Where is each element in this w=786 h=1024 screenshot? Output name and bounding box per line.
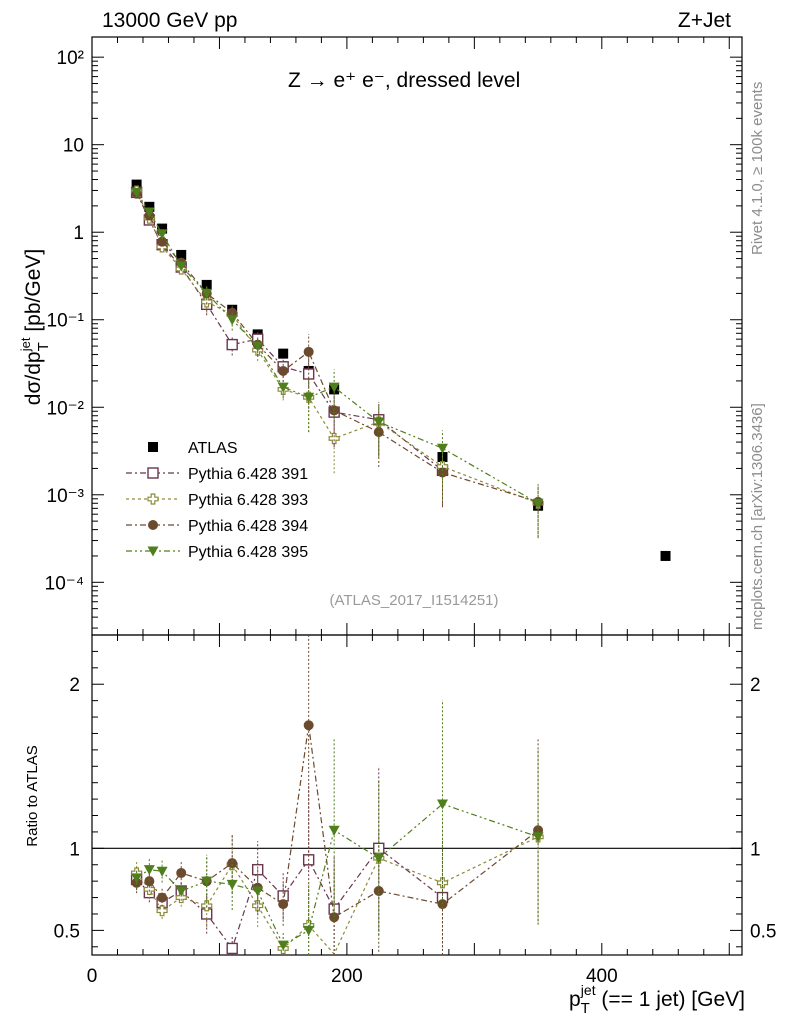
ratio-point-pythia-6-428-395 [175, 886, 187, 897]
data-point-pythia-6-428-393 [328, 432, 340, 445]
ratio-point-pythia-6-428-394 [157, 892, 168, 903]
ratio-y-tick-label: 2 [69, 675, 80, 696]
ratio-y-axis-label: Ratio to ATLAS [24, 745, 41, 846]
data-point-atlas [144, 201, 155, 212]
main-series [130, 179, 671, 561]
ratio-point-pythia-6-428-394 [278, 899, 289, 910]
data-point-pythia-6-428-394 [157, 236, 168, 247]
ratio-point-pythia-6-428-395 [373, 853, 385, 864]
ratio-point-pythia-6-428-394 [303, 720, 314, 731]
data-point-pythia-6-428-395 [277, 382, 289, 393]
data-point-pythia-6-428-395 [156, 229, 168, 240]
x-tick-label: 200 [331, 966, 363, 987]
ratio-axis-ticks: 0 200 400 0.5 0.5 1 1 2 2 [54, 635, 776, 987]
header-left: 13000 GeV pp [102, 9, 237, 32]
data-point-pythia-6-428-395 [143, 207, 155, 218]
main-y-tick-label: 10⁻³ [47, 486, 85, 507]
ratio-point-pythia-6-428-395 [131, 873, 143, 884]
plot-title: Z → e⁺ e⁻, dressed level [288, 69, 520, 92]
watermark: (ATLAS_2017_I1514251) [329, 592, 498, 609]
legend-label: Pythia 6.428 393 [188, 492, 308, 509]
ratio-y-tick-label-right: 0.5 [750, 921, 776, 942]
legend-label: Pythia 6.428 391 [188, 466, 308, 483]
ratio-point-pythia-6-428-393 [175, 891, 187, 904]
x-tick-label: 0 [87, 966, 98, 987]
data-point-pythia-6-428-393 [201, 296, 213, 308]
data-point-pythia-6-428-395 [373, 417, 385, 428]
ratio-line-4 [136, 803, 539, 947]
header-right: Z+Jet [678, 9, 731, 32]
main-axis-ticks: 10⁻⁴ 10⁻³ 10⁻² 10⁻¹ 1 10 10² [45, 37, 742, 635]
legend-label: ATLAS [188, 440, 238, 457]
ratio-point-pythia-6-428-391 [373, 842, 385, 855]
data-point-pythia-6-428-395 [175, 261, 187, 272]
data-point-pythia-6-428-395 [252, 341, 264, 352]
ratio-y-tick-label: 0.5 [54, 921, 80, 942]
ratio-point-pythia-6-428-395 [252, 886, 264, 897]
main-y-tick-label: 10² [57, 48, 84, 69]
ratio-point-pythia-6-428-394 [144, 876, 155, 887]
data-point-atlas [131, 179, 142, 190]
legend: ATLAS Pythia 6.428 391 Pythia 6.428 393 Pyt… [126, 440, 308, 561]
ratio-point-pythia-6-428-393 [143, 883, 155, 895]
ratio-line-2 [136, 836, 539, 956]
main-y-tick-label: 10⁻⁴ [45, 573, 84, 594]
legend-marker [147, 493, 159, 505]
ratio-point-pythia-6-428-395 [226, 879, 238, 890]
ratio-panel-frame [91, 634, 743, 956]
data-point-atlas [176, 249, 187, 260]
data-point-pythia-6-428-395 [201, 288, 213, 299]
ratio-y-tick-label-right: 1 [750, 839, 761, 860]
data-point-pythia-6-428-391 [226, 338, 238, 351]
ratio-point-pythia-6-428-395 [143, 865, 155, 876]
ratio-point-pythia-6-428-395 [156, 866, 168, 877]
ratio-y-tick-label: 1 [69, 839, 80, 860]
data-point-atlas [278, 348, 289, 359]
data-point-pythia-6-428-395 [226, 315, 238, 326]
main-y-tick-label: 1 [73, 223, 84, 244]
x-tick-label: 400 [586, 966, 618, 987]
data-point-pythia-6-428-394 [437, 467, 448, 478]
side-caption-bottom: mcplots.cern.ch [arXiv:1306.3436] [749, 403, 766, 630]
data-point-pythia-6-428-394 [278, 365, 289, 376]
data-point-atlas [201, 279, 212, 290]
main-y-tick-label: 10⁻² [47, 398, 85, 419]
ratio-point-pythia-6-428-393 [156, 905, 168, 917]
series-line-1 [136, 192, 443, 471]
side-caption-top: Rivet 4.1.0, ≥ 100k events [749, 82, 766, 255]
ratio-point-pythia-6-428-395 [201, 876, 213, 887]
data-point-atlas [660, 550, 671, 561]
data-point-atlas [157, 223, 168, 234]
ratio-point-pythia-6-428-394 [176, 867, 187, 878]
legend-marker [148, 442, 158, 452]
data-point-pythia-6-428-395 [532, 498, 544, 509]
data-point-pythia-6-428-395 [131, 187, 143, 198]
main-y-tick-label: 10 [63, 136, 84, 157]
ratio-point-pythia-6-428-391 [226, 942, 238, 955]
ratio-point-pythia-6-428-394 [227, 858, 238, 869]
x-axis-label: pTjet (== 1 jet) [GeV] [569, 982, 745, 1017]
data-point-pythia-6-428-394 [329, 405, 340, 416]
data-point-pythia-6-428-395 [436, 443, 448, 454]
legend-label: Pythia 6.428 394 [188, 518, 308, 535]
ratio-series [130, 635, 544, 956]
legend-label: Pythia 6.428 395 [188, 544, 308, 561]
ratio-point-pythia-6-428-395 [303, 925, 315, 936]
legend-marker [148, 520, 158, 530]
data-point-pythia-6-428-395 [303, 392, 315, 403]
ratio-point-pythia-6-428-395 [436, 799, 448, 810]
ratio-point-pythia-6-428-395 [328, 825, 340, 836]
legend-marker [147, 467, 159, 479]
ratio-line-3 [136, 725, 539, 919]
data-point-pythia-6-428-395 [328, 382, 340, 393]
data-point-pythia-6-428-394 [303, 346, 314, 357]
ratio-point-pythia-6-428-395 [277, 940, 289, 951]
main-y-tick-label: 10⁻¹ [47, 311, 85, 332]
ratio-y-tick-label-right: 2 [750, 675, 761, 696]
ratio-point-pythia-6-428-395 [532, 832, 544, 843]
legend-marker [147, 546, 159, 557]
